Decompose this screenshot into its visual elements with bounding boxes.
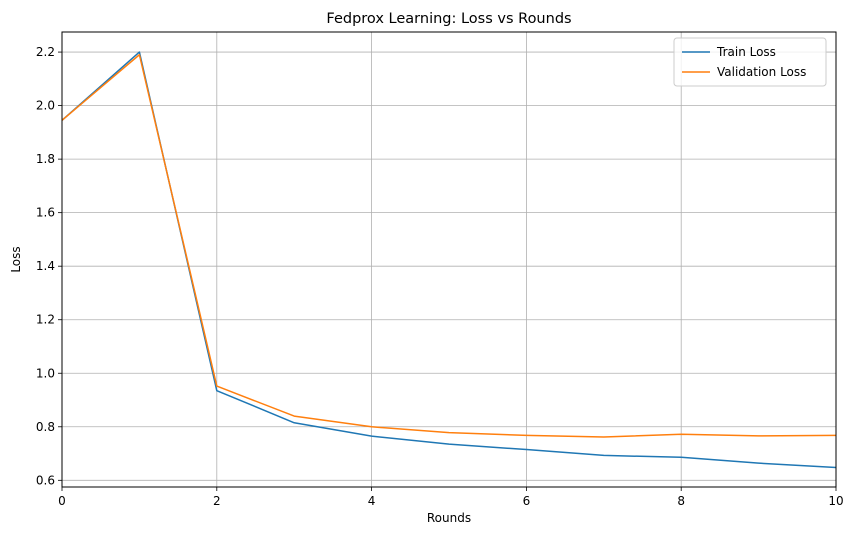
- y-tick-label: 2.0: [36, 99, 55, 113]
- chart-title: Fedprox Learning: Loss vs Rounds: [326, 11, 571, 27]
- train-loss-line: [61, 51, 837, 469]
- y-tick-label: 1.8: [36, 152, 55, 166]
- x-tick-label: 4: [368, 494, 376, 508]
- validation-loss-line: [61, 54, 837, 438]
- y-tick-label: 2.2: [36, 45, 55, 59]
- x-tick-label: 8: [677, 494, 685, 508]
- y-tick-label: 1.6: [36, 206, 55, 220]
- y-tick-label: 0.6: [36, 473, 55, 487]
- legend: Train Loss Validation Loss: [673, 37, 827, 87]
- x-tick-label: 0: [58, 494, 66, 508]
- y-tick-label: 1.4: [36, 259, 55, 273]
- legend-label-validation-loss: Validation Loss: [717, 65, 806, 79]
- grid: [61, 32, 837, 487]
- plot-frame: [61, 31, 837, 488]
- x-tick-label: 2: [213, 494, 221, 508]
- x-tick-label: 6: [523, 494, 531, 508]
- y-axis-label: Loss: [9, 246, 23, 272]
- x-axis-label: Rounds: [427, 511, 471, 525]
- x-tick-label: 10: [828, 494, 843, 508]
- legend-box: [673, 37, 827, 87]
- y-tick-label: 0.8: [36, 420, 55, 434]
- series-lines: [61, 51, 837, 469]
- y-tick-label: 1.0: [36, 366, 55, 380]
- axis-ticks: 0 2 4 6 8 10 0.6 0.8 1.0 1.2 1.4 1.6 1.8 2.0 2.2: [36, 45, 844, 508]
- y-tick-label: 1.2: [36, 313, 55, 327]
- legend-label-train-loss: Train Loss: [716, 45, 776, 59]
